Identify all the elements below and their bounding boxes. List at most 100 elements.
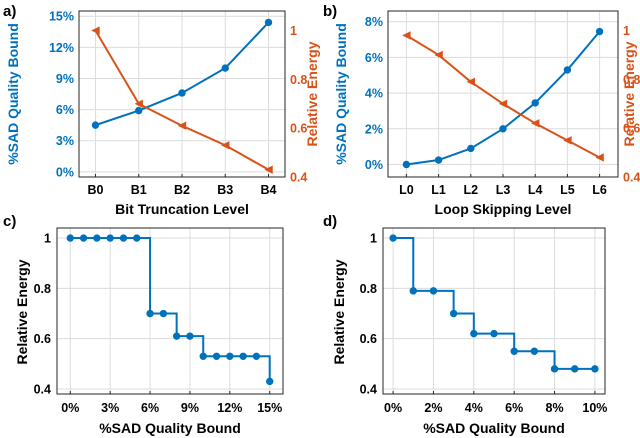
point-4	[470, 329, 478, 338]
left-tick-8%: 8%	[365, 15, 383, 29]
point-sad-L0	[402, 160, 411, 169]
point-0	[66, 234, 74, 242]
panel-label-b: b)	[323, 3, 337, 20]
series-d	[389, 234, 599, 373]
right-tick-0.8: 0.8	[623, 73, 640, 87]
series-line-energy	[70, 237, 271, 382]
panel-c: c) 0.4 0.6 0.8 1 0% 3% 6% 9% 12% 15% Relative En…	[3, 213, 284, 436]
y-ticks-c: 0.4 0.6 0.8 1	[34, 232, 51, 397]
x-tick-12%: 12%	[217, 401, 242, 415]
y-label-right-b: Relative Energy	[621, 41, 637, 146]
point-energy-B3	[221, 141, 230, 150]
point-7	[530, 347, 539, 355]
point-10	[199, 352, 207, 360]
point-energy-L1	[434, 50, 443, 60]
x-ticks-c: 0% 3% 6% 9% 12% 15%	[61, 391, 282, 415]
point-sad-L2	[467, 144, 475, 153]
panel-label-a: a)	[3, 3, 16, 20]
y-tick-0.6: 0.6	[360, 332, 377, 346]
series-b	[402, 27, 604, 169]
point-8	[172, 332, 181, 340]
plot-frame-c	[56, 227, 284, 395]
point-sad-L4	[531, 99, 539, 107]
y-label-left-b: %SAD Quality Bound	[333, 23, 349, 165]
point-energy-B1	[134, 99, 143, 108]
left-ticks-a: 0% 3% 6% 9% 12% 15%	[49, 10, 74, 180]
point-0	[389, 234, 397, 242]
y-label-c: Relative Energy	[14, 259, 30, 364]
x-tick-10%: 10%	[582, 401, 607, 415]
left-tick-3%: 3%	[56, 134, 74, 148]
point-11	[212, 352, 221, 360]
right-ticks-b: 0.4 0.6 0.8 1	[623, 24, 640, 184]
point-9	[186, 332, 194, 340]
point-14	[252, 352, 261, 360]
x-tick-9%: 9%	[181, 401, 199, 415]
y-label-right-a: Relative Energy	[304, 41, 320, 146]
y-tick-0.8: 0.8	[360, 282, 377, 296]
point-5	[490, 329, 498, 338]
point-energy-B0	[91, 26, 100, 35]
point-1	[409, 287, 417, 295]
point-energy-B2	[177, 121, 187, 130]
point-6	[510, 347, 518, 355]
point-sad-L3	[499, 125, 507, 133]
point-12	[226, 352, 234, 360]
point-2	[429, 287, 438, 295]
left-tick-12%: 12%	[49, 41, 74, 55]
panel-label-d: d)	[323, 213, 337, 230]
left-tick-4%: 4%	[365, 87, 383, 101]
point-2	[93, 234, 101, 242]
y-label-d: Relative Energy	[331, 259, 347, 364]
point-3	[449, 309, 458, 318]
point-energy-L4	[531, 119, 540, 128]
point-15	[266, 377, 274, 386]
right-ticks-a: 0.4 0.6 0.8 1	[290, 24, 307, 184]
y-tick-0.4: 0.4	[34, 382, 51, 396]
x-tick-6%: 6%	[505, 401, 523, 415]
x-tick-B0: B0	[87, 183, 103, 197]
x-tick-B3: B3	[217, 183, 233, 197]
x-ticks-a: B0 B1 B2 B3 B4	[87, 174, 277, 197]
left-ticks-b: 0% 2% 4% 6% 8%	[365, 15, 383, 172]
point-energy-L2	[466, 77, 475, 86]
point-sad-B0	[91, 121, 100, 129]
y-tick-0.4: 0.4	[360, 382, 377, 396]
panel-a: a) 0%3%6%9%12%15% 0.40.60.81 B0 B1 B2 B3 B4 …	[3, 3, 320, 217]
point-energy-L3	[498, 99, 508, 108]
x-ticks-b: L0 L1 L2 L3 L4 L5 L6	[399, 174, 607, 197]
x-tick-0%: 0%	[384, 401, 402, 415]
x-tick-B4: B4	[261, 183, 277, 197]
point-1	[79, 234, 88, 242]
point-sad-B2	[178, 89, 186, 97]
point-energy-L6	[595, 153, 604, 162]
series-c	[66, 234, 274, 386]
x-tick-8%: 8%	[546, 401, 564, 415]
x-label-d: %SAD Quality Bound	[423, 420, 565, 436]
y-label-left-a: %SAD Quality Bound	[5, 23, 21, 165]
x-tick-B2: B2	[174, 183, 190, 197]
point-8	[550, 365, 559, 373]
x-label-a: Bit Truncation Level	[115, 201, 249, 217]
right-tick-1: 1	[290, 24, 297, 38]
left-tick-0%: 0%	[56, 165, 74, 179]
point-sad-B3	[221, 64, 229, 72]
x-tick-L4: L4	[528, 183, 543, 197]
point-13	[239, 352, 247, 360]
grid-b	[388, 11, 618, 177]
x-tick-2%: 2%	[424, 401, 442, 415]
x-tick-0%: 0%	[61, 401, 79, 415]
x-tick-L6: L6	[592, 183, 607, 197]
y-tick-0.8: 0.8	[34, 282, 51, 296]
x-tick-L5: L5	[560, 183, 575, 197]
x-ticks-d: 0% 2% 4% 6% 8% 10%	[384, 391, 607, 415]
point-10	[591, 365, 599, 373]
x-tick-L0: L0	[399, 183, 414, 197]
left-tick-15%: 15%	[49, 10, 74, 24]
point-sad-B1	[135, 106, 143, 115]
point-sad-B4	[264, 18, 273, 27]
plot-frame-d	[382, 227, 606, 395]
point-sad-L5	[563, 66, 572, 74]
point-3	[106, 234, 114, 242]
